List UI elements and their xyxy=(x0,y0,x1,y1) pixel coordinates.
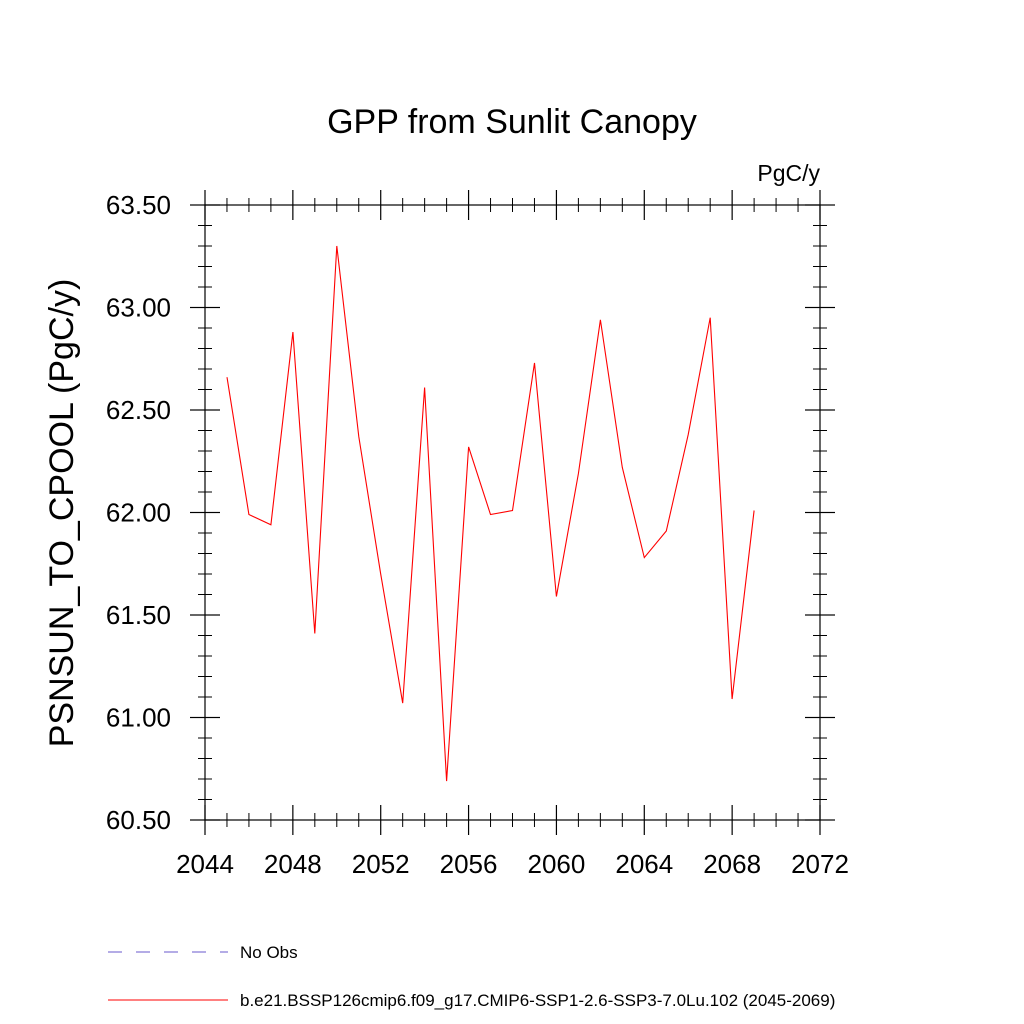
x-tick-label: 2052 xyxy=(352,849,410,879)
legend: No Obs b.e21.BSSP126cmip6.f09_g17.CMIP6-S… xyxy=(108,943,835,1010)
series-layer xyxy=(226,245,755,782)
y-tick-label: 61.50 xyxy=(106,600,171,630)
units-label: PgC/y xyxy=(757,160,820,186)
plot-frame xyxy=(204,204,821,821)
x-tick-label: 2068 xyxy=(703,849,761,879)
y-tick-label: 63.00 xyxy=(106,293,171,323)
tick-marks xyxy=(190,190,835,835)
x-tick-label: 2044 xyxy=(176,849,234,879)
chart-title: GPP from Sunlit Canopy xyxy=(327,103,697,141)
y-tick-label: 62.00 xyxy=(106,498,171,528)
x-tick-labels: 2044 2048 2052 2056 2060 2064 2068 2072 xyxy=(176,849,849,879)
x-tick-label: 2064 xyxy=(615,849,673,879)
y-tick-labels: 60.50 61.00 61.50 62.00 62.50 63.00 63.50 xyxy=(106,190,171,835)
y-tick-label: 61.00 xyxy=(106,703,171,733)
x-tick-label: 2072 xyxy=(791,849,849,879)
y-axis-label: PSNSUN_TO_CPOOL (PgC/y) xyxy=(43,279,81,748)
x-tick-label: 2056 xyxy=(440,849,498,879)
y-tick-label: 63.50 xyxy=(106,190,171,220)
x-tick-label: 2060 xyxy=(528,849,586,879)
legend-label: b.e21.BSSP126cmip6.f09_g17.CMIP6-SSP1-2.… xyxy=(240,991,835,1010)
series-line xyxy=(226,245,755,782)
y-tick-label: 62.50 xyxy=(106,395,171,425)
y-tick-label: 60.50 xyxy=(106,805,171,835)
legend-label: No Obs xyxy=(240,943,298,962)
x-tick-label: 2048 xyxy=(264,849,322,879)
